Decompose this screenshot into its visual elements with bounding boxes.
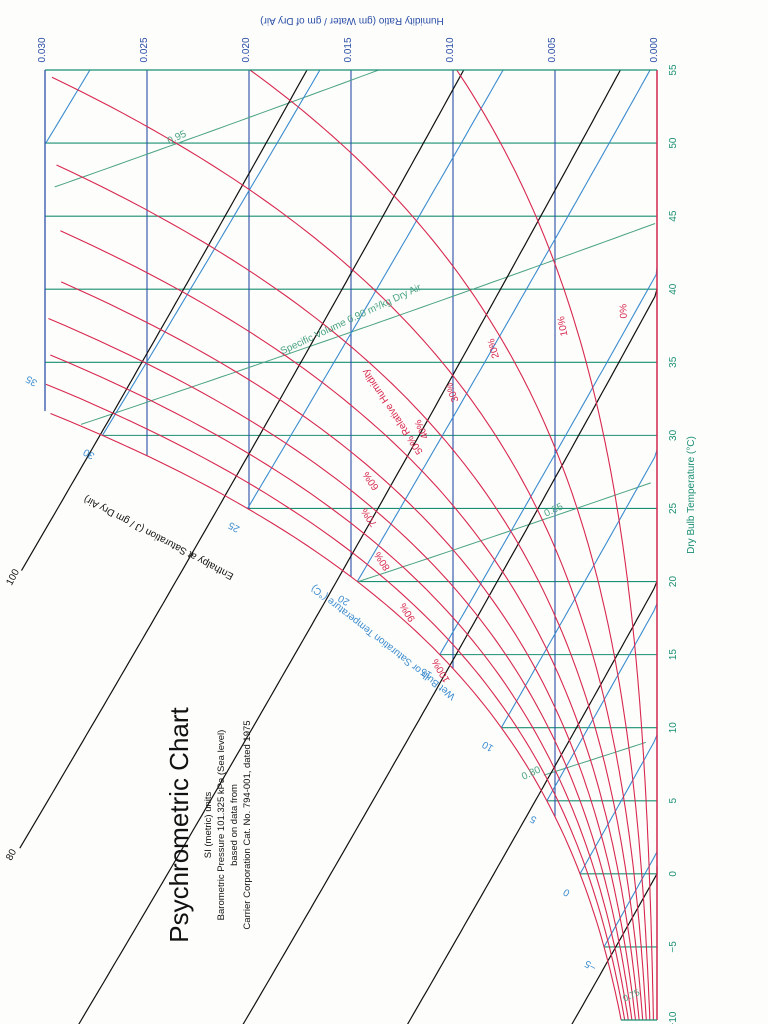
- rh-label: 0%: [618, 304, 630, 319]
- rh-label: 70%: [359, 506, 379, 529]
- rh-curve-80: [50, 354, 629, 1021]
- rh-label: 30%: [444, 381, 461, 404]
- rh-curve-70: [48, 317, 633, 1021]
- wet-bulb-tick-label: 15: [419, 665, 435, 680]
- dry-bulb-tick-label: 30: [668, 429, 679, 441]
- rh-label: 60%: [361, 469, 382, 492]
- dry-bulb-axis-title: Dry Bulb Temperature (°C): [686, 436, 697, 554]
- rh-curve-10: [456, 69, 654, 1021]
- wet-bulb-tick-label: 5: [528, 813, 539, 826]
- wet-bulb-line: [356, 69, 651, 582]
- subtitle-line-4: Carrier Corporation Cat. No. 794-001, da…: [242, 720, 253, 929]
- humidity-ratio-tick-label: 0.020: [241, 37, 252, 62]
- enthalpy-line: [20, 69, 308, 571]
- dry-bulb-tick-label: 55: [668, 64, 679, 76]
- humidity-ratio-gridlines: [44, 70, 658, 1020]
- specific-volume-line: [54, 69, 379, 188]
- wet-bulb-axis-title: Wet Bulb or Saturation Temperature (°C): [309, 582, 457, 701]
- wet-bulb-line: [546, 603, 658, 802]
- dry-bulb-tick-label: 25: [668, 502, 679, 514]
- wet-bulb-tick-label: 35: [24, 373, 40, 388]
- rh-curve-60: [60, 281, 637, 1021]
- dry-bulb-tick-label: 5: [668, 798, 679, 804]
- enthalpy-axis-title: Enthalpy at Saturation (J / gm Dry Air): [82, 493, 235, 582]
- dry-bulb-tick-label: 15: [668, 649, 679, 661]
- rh-label: 90%: [398, 601, 418, 624]
- wet-bulb-line: [579, 734, 658, 875]
- dry-bulb-tick-label: 50: [668, 137, 679, 149]
- wet-bulb-tick-label: 20: [336, 592, 352, 607]
- enthalpy-line: [78, 69, 621, 1024]
- wet-bulb-line: [45, 69, 91, 144]
- chart-title: Psychrometric Chart: [164, 706, 194, 942]
- wet-bulb-tick-label: 10: [480, 738, 496, 753]
- wet-bulb-tick-label: 0: [561, 886, 572, 899]
- enthalpy-tick-label: 100: [4, 567, 22, 587]
- wet-bulb-tick-label: −5: [583, 957, 599, 972]
- subtitle-line-2: Barometric Pressure 101.325 kPa (Sea lev…: [216, 730, 227, 921]
- wet-bulb-line: [439, 267, 658, 655]
- wet-bulb-tick-label: 25: [226, 519, 242, 534]
- specific-volume-lines: [54, 69, 656, 776]
- wet-bulb-lines: [45, 69, 658, 948]
- specific-volume-tick-label: 0.75: [621, 987, 641, 1003]
- wet-bulb-tick-label: 30: [81, 446, 97, 461]
- specific-volume-line: [358, 482, 651, 582]
- enthalpy-line: [571, 866, 658, 1024]
- humidity-ratio-tick-label: 0.030: [37, 37, 48, 62]
- rh-curve-100: [50, 412, 622, 1021]
- rh-curve-90: [45, 383, 626, 1021]
- dry-bulb-tick-label: −10: [668, 1011, 679, 1024]
- humidity-ratio-tick-label: 0.010: [445, 37, 456, 62]
- humidity-ratio-tick-label: 0.015: [343, 37, 354, 62]
- chart-labels: −10−505101520253035404550550.0000.0050.0…: [4, 37, 679, 1024]
- rh-label: 80%: [373, 549, 393, 572]
- rh-label: 20%: [486, 337, 502, 359]
- humidity-ratio-tick-label: 0.005: [547, 37, 558, 62]
- enthalpy-lines: [19, 69, 658, 1024]
- dry-bulb-tick-label: −5: [668, 941, 679, 953]
- humidity-axis-title: Humidity Ratio (gm Water / gm of Dry Air…: [260, 15, 444, 26]
- title-block: Psychrometric Chart SI (metric) units Ba…: [164, 706, 253, 942]
- rh-curve-40: [56, 164, 644, 1021]
- humidity-ratio-tick-label: 0.025: [139, 37, 150, 62]
- specific-volume-tick-label: 0.80: [520, 764, 543, 782]
- dry-bulb-tick-label: 10: [668, 722, 679, 734]
- subtitle-line-1: SI (metric) units: [203, 791, 214, 858]
- enthalpy-line: [406, 581, 658, 1024]
- dry-bulb-tick-label: 35: [668, 356, 679, 368]
- enthalpy-line: [242, 289, 658, 1024]
- rh-curve-50: [60, 230, 640, 1021]
- wet-bulb-line: [247, 69, 504, 509]
- relative-humidity-curves: [45, 69, 658, 1021]
- enthalpy-line: [19, 69, 465, 849]
- humidity-ratio-tick-label: 0.000: [649, 37, 660, 62]
- rh-curve-20: [249, 69, 651, 1021]
- specific-volume-line: [80, 223, 656, 425]
- dry-bulb-tick-label: 40: [668, 283, 679, 295]
- enthalpy-tick-label: 80: [4, 847, 19, 862]
- wet-bulb-line: [603, 851, 658, 948]
- wet-bulb-line: [500, 449, 658, 728]
- dry-bulb-tick-label: 45: [668, 210, 679, 222]
- wet-bulb-line: [101, 69, 321, 436]
- chart-frame: [44, 69, 658, 1021]
- rh-label: 10%: [556, 315, 570, 337]
- specific-volume-tick-label: 0.85: [543, 501, 566, 519]
- dry-bulb-tick-label: 0: [668, 871, 679, 877]
- rh-curve-30: [51, 76, 647, 1021]
- dry-bulb-tick-label: 20: [668, 576, 679, 588]
- subtitle-line-3: based on data from: [229, 784, 240, 866]
